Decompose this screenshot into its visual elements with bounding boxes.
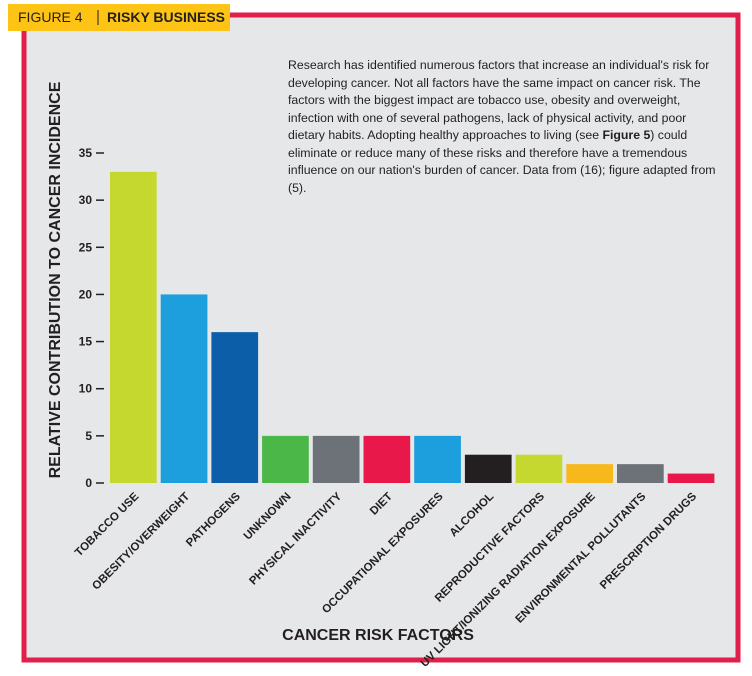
description-text: ) could eliminate or reduce many of thes… [288, 128, 716, 195]
bar [363, 435, 411, 483]
bar [667, 473, 715, 483]
x-axis-label: CANCER RISK FACTORS [282, 627, 474, 644]
description-ref: Figure 5 [602, 128, 651, 142]
bar [312, 435, 360, 483]
description-text: Research has identified numerous factors… [288, 58, 710, 142]
y-tick-label: 5 [85, 429, 92, 443]
chart-title: RISKY BUSINESS [107, 9, 225, 25]
y-tick-label: 20 [79, 287, 93, 301]
y-tick-label: 0 [85, 476, 92, 490]
bar [262, 435, 309, 483]
y-tick-label: 10 [79, 382, 93, 396]
bar [617, 464, 664, 483]
bar [414, 435, 461, 483]
tag-box [8, 4, 230, 31]
bar [160, 294, 208, 483]
y-tick-label: 25 [79, 240, 93, 254]
bar [515, 454, 563, 483]
y-tick-label: 30 [79, 193, 93, 207]
bar [110, 171, 157, 483]
description: Research has identified numerous factors… [288, 57, 716, 197]
bar [566, 464, 613, 483]
bar [464, 454, 512, 483]
bar [211, 332, 259, 483]
y-tick-label: 35 [79, 146, 93, 160]
figure-label: FIGURE 4 [18, 9, 83, 25]
y-tick-label: 15 [79, 335, 93, 349]
y-axis-label: RELATIVE CONTRIBUTION TO CANCER INCIDENC… [47, 81, 64, 478]
